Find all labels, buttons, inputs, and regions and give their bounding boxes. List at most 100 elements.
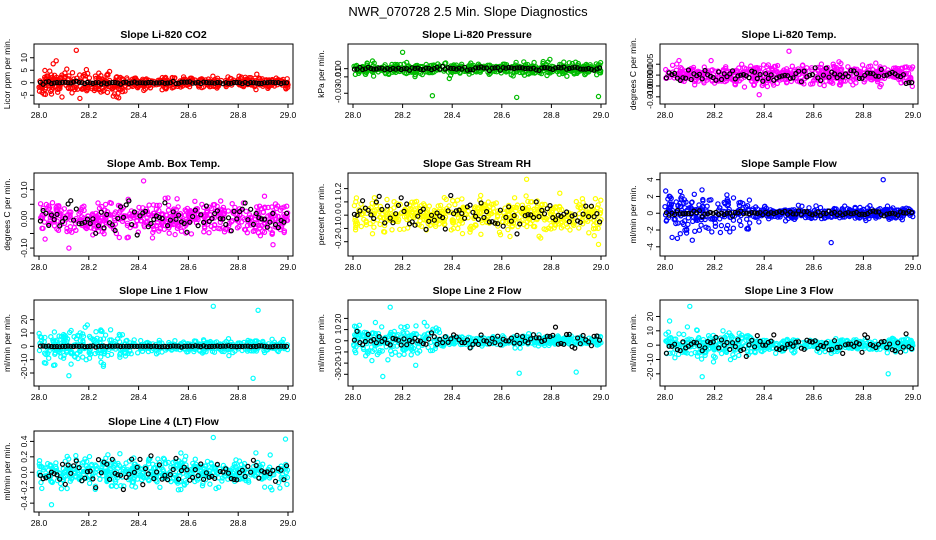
reference-point [456, 207, 462, 213]
series-point [727, 229, 733, 235]
reference-point [489, 65, 495, 71]
y-tick-label: 0.2 [333, 182, 343, 194]
series-point [116, 234, 123, 241]
series-point [491, 201, 497, 207]
series-point [397, 226, 403, 233]
reference-point [371, 66, 377, 72]
reference-point [428, 66, 435, 73]
reference-point [256, 215, 262, 221]
series-point [741, 65, 748, 71]
reference-point [848, 211, 854, 217]
plot-frame [659, 43, 919, 105]
series-point [511, 195, 518, 201]
series-point [113, 74, 119, 81]
series-point [748, 63, 754, 69]
reference-point [525, 65, 531, 71]
series-point [572, 59, 579, 65]
reference-point [115, 343, 121, 349]
series-point [77, 330, 83, 336]
series-point [514, 204, 520, 211]
data-points [663, 48, 916, 98]
reference-point [448, 65, 454, 71]
x-tick-label: 28.0 [31, 110, 48, 120]
reference-point [815, 75, 821, 81]
x-tick-label: 28.0 [31, 392, 48, 402]
series-point [595, 225, 601, 232]
reference-point [401, 66, 407, 72]
series-point [514, 202, 521, 208]
reference-point [729, 68, 736, 74]
reference-point [234, 216, 240, 222]
series-point [102, 216, 109, 223]
series-point [712, 223, 719, 229]
series-point [795, 202, 802, 208]
x-tick-label: 28.2 [81, 110, 98, 120]
series-point [745, 225, 751, 231]
series-point [552, 221, 558, 228]
x-tick-label: 28.0 [657, 262, 674, 272]
series-point [172, 338, 178, 344]
series-point [677, 188, 684, 195]
reference-point [459, 210, 465, 217]
reference-point [594, 211, 600, 217]
series-point [804, 65, 810, 71]
series-point [547, 56, 553, 63]
reference-point [148, 343, 154, 350]
series-point [838, 66, 845, 72]
reference-point [776, 209, 783, 215]
reference-point [875, 73, 882, 79]
series-point [170, 221, 176, 228]
reference-point [43, 79, 49, 85]
series-point [808, 81, 814, 87]
series-point [598, 197, 604, 203]
series-point [269, 204, 275, 210]
series-point [585, 218, 591, 224]
reference-point [735, 73, 741, 79]
series-point [98, 72, 104, 79]
reference-point [738, 208, 744, 214]
plot-frame [33, 299, 294, 387]
series-point [100, 361, 107, 367]
series-point [253, 86, 259, 93]
reference-point [62, 215, 68, 221]
reference-point [423, 226, 429, 232]
series-point [878, 81, 884, 88]
reference-point [101, 80, 107, 86]
reference-point [176, 212, 182, 218]
reference-point [59, 219, 66, 225]
reference-point [851, 68, 857, 74]
reference-point [415, 65, 421, 71]
series-point [867, 202, 873, 209]
reference-point [533, 199, 539, 205]
reference-point [497, 67, 503, 73]
figure-title: NWR_070728 2.5 Min. Slope Diagnostics [348, 4, 588, 19]
series-point [222, 77, 229, 84]
reference-point [82, 80, 88, 87]
reference-point [572, 212, 578, 218]
outlier-point [399, 49, 406, 56]
reference-point [217, 343, 223, 349]
series-point [678, 64, 684, 71]
reference-point [248, 206, 254, 212]
reference-point [776, 74, 783, 80]
series-point [873, 60, 879, 66]
series-point [275, 76, 281, 83]
series-point [74, 351, 80, 357]
reference-point [220, 81, 226, 87]
series-point [586, 230, 592, 236]
series-point [678, 75, 684, 81]
reference-point [881, 73, 887, 79]
reference-point [790, 211, 796, 217]
series-point [201, 348, 207, 354]
x-tick-label: 28.8 [855, 262, 872, 272]
reference-point [40, 207, 46, 214]
series-point [564, 73, 570, 79]
series-point [398, 324, 404, 330]
series-point [685, 221, 691, 228]
y-tick-label: -4 [645, 243, 655, 251]
reference-point [900, 210, 907, 216]
reference-point [798, 79, 805, 85]
reference-point [517, 221, 523, 227]
series-point [187, 209, 193, 215]
